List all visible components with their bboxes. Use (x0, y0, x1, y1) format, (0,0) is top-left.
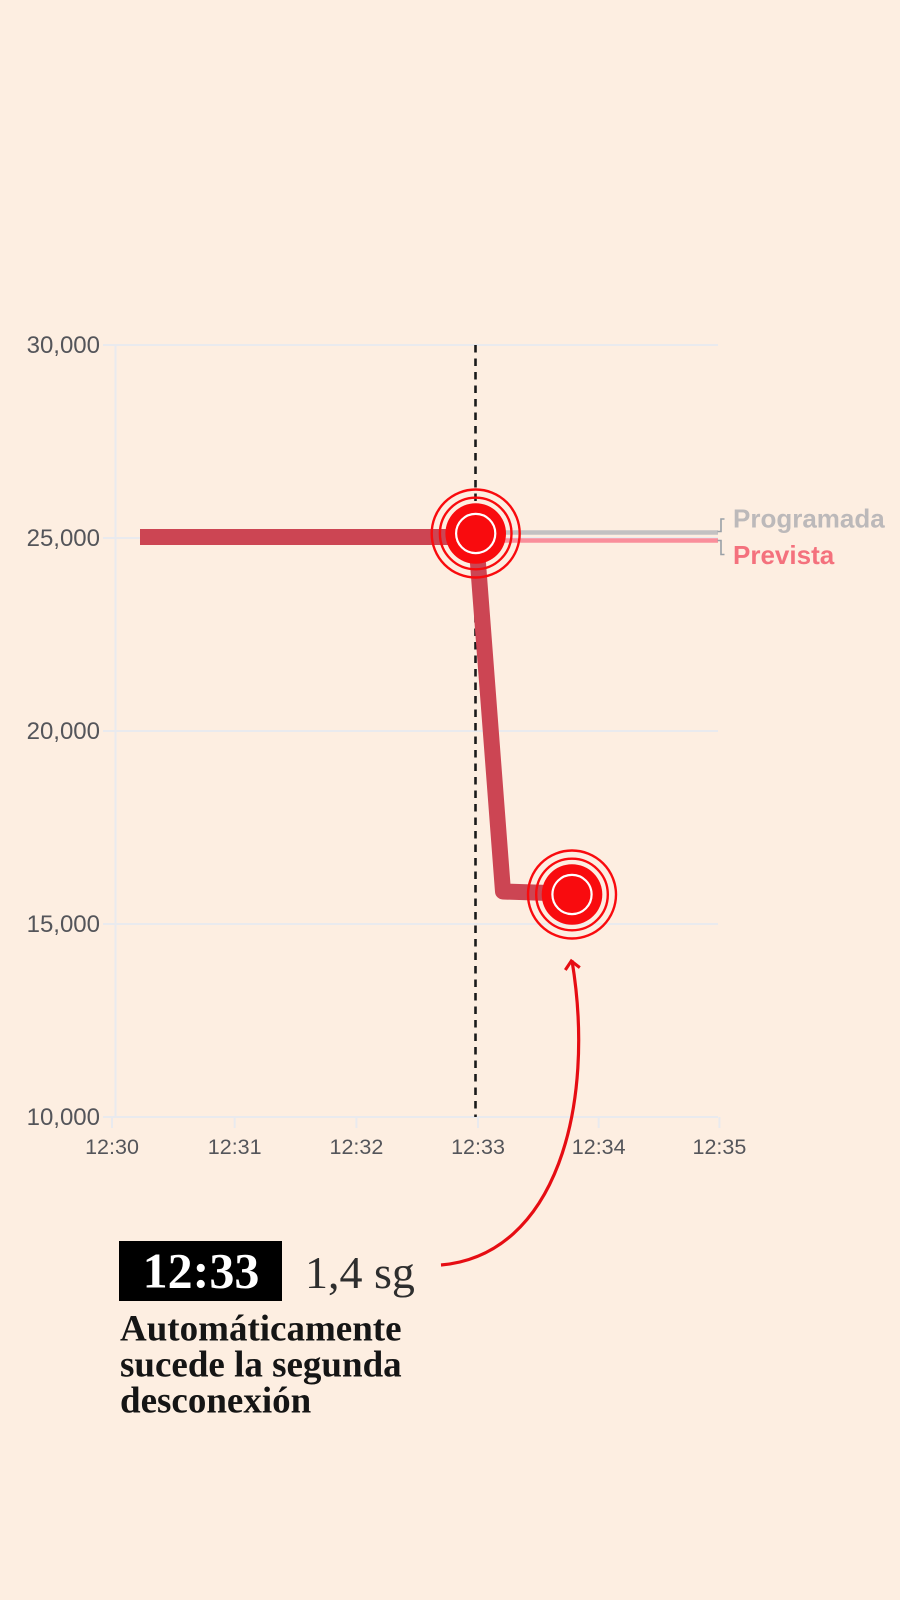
svg-text:Programada: Programada (733, 504, 885, 534)
svg-text:12:35: 12:35 (692, 1135, 746, 1159)
svg-text:12:32: 12:32 (329, 1135, 383, 1159)
svg-text:Prevista: Prevista (733, 540, 835, 570)
svg-text:1,4 sg: 1,4 sg (305, 1247, 415, 1298)
svg-text:12:33: 12:33 (143, 1243, 260, 1299)
svg-text:desconexión: desconexión (120, 1381, 312, 1422)
svg-text:20,000: 20,000 (27, 718, 100, 745)
svg-text:15,000: 15,000 (27, 911, 100, 938)
svg-text:Automáticamente: Automáticamente (120, 1309, 402, 1350)
svg-text:10,000: 10,000 (27, 1104, 100, 1131)
svg-text:30,000: 30,000 (27, 332, 100, 359)
svg-text:12:34: 12:34 (572, 1135, 626, 1159)
svg-text:sucede la segunda: sucede la segunda (120, 1345, 402, 1386)
svg-text:12:33: 12:33 (451, 1135, 505, 1159)
svg-text:12:31: 12:31 (208, 1135, 262, 1159)
svg-text:25,000: 25,000 (27, 525, 100, 552)
svg-text:12:30: 12:30 (85, 1135, 139, 1159)
